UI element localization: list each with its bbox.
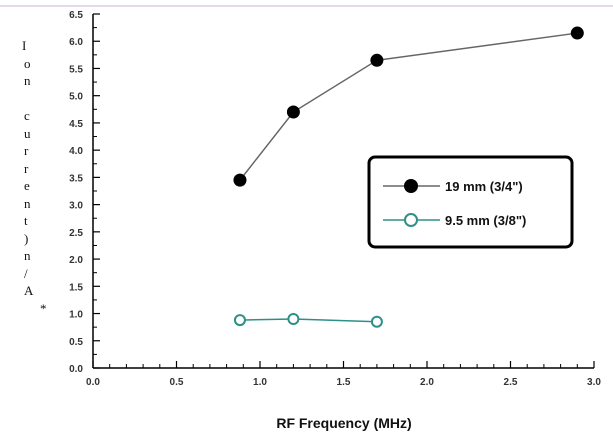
- legend-marker: [404, 179, 418, 193]
- y-axis-label-char: c: [24, 108, 30, 123]
- x-tick-label: 1.5: [337, 377, 351, 388]
- legend-label: 9.5 mm (3/8"): [445, 213, 526, 228]
- data-point: [370, 315, 383, 328]
- series-line-2: [239, 318, 377, 323]
- data-point: [570, 26, 584, 40]
- y-tick-label: 5.5: [69, 64, 83, 75]
- y-axis-label-char: e: [24, 178, 30, 193]
- legend: 19 mm (3/4") 9.5 mm (3/8"): [367, 155, 574, 249]
- y-tick-label: 4.0: [69, 146, 83, 157]
- x-tick-label: 1.0: [253, 377, 267, 388]
- y-axis-label-char: n: [24, 73, 31, 88]
- y-axis-label-char: r: [24, 160, 29, 176]
- y-axis-label-char: t: [24, 213, 28, 228]
- y-axis-label-char: o: [24, 55, 31, 71]
- x-tick-label: 2.5: [504, 377, 518, 388]
- y-axis-label-char: ): [24, 230, 29, 246]
- x-tick-label: 0.0: [86, 377, 100, 388]
- series-line-1: [239, 32, 578, 181]
- y-axis-label-char: /: [24, 265, 28, 281]
- y-tick-label: 0.0: [69, 364, 83, 375]
- data-point: [233, 173, 247, 187]
- legend-label: 19 mm (3/4"): [445, 179, 523, 194]
- y-axis-label-char: r: [24, 143, 29, 158]
- y-tick-label: 5.0: [69, 92, 83, 103]
- data-point: [287, 312, 300, 325]
- y-axis-label-char: n: [24, 248, 31, 263]
- legend-box: [367, 155, 574, 249]
- y-tick-label: 6.0: [69, 37, 83, 48]
- x-axis-label: RF Frequency (MHz): [276, 415, 411, 431]
- y-tick-label: 2.5: [69, 228, 83, 239]
- data-point: [233, 314, 246, 327]
- y-axis-label-char: u: [24, 125, 31, 141]
- y-tick-label: 2.0: [69, 255, 83, 266]
- y-tick-label: 3.0: [69, 201, 83, 212]
- top-border: [0, 5, 613, 7]
- y-tick-label: 0.5: [69, 337, 83, 348]
- series-layer: [233, 26, 584, 328]
- legend-marker: [404, 213, 418, 227]
- y-axis-label-char: *: [40, 300, 47, 316]
- y-tick-label: 6.5: [69, 10, 83, 21]
- y-axis-label-char: I: [22, 38, 27, 53]
- y-axis-label-char: A: [24, 283, 34, 298]
- y-tick-label: 1.5: [69, 282, 83, 293]
- axes: 0.0 0.5 1.0 1.5 2.0 2.5 3.0 3.5 4.0 4.5 5.0 5.5 6.0 6…: [69, 10, 601, 388]
- x-tick-label: 3.0: [587, 377, 601, 388]
- data-point: [286, 105, 300, 119]
- x-tick-label: 2.0: [420, 377, 434, 388]
- x-tick-label: 0.5: [170, 377, 184, 388]
- data-point: [370, 53, 384, 67]
- y-axis-label-char: n: [24, 195, 31, 211]
- y-tick-label: 1.0: [69, 310, 83, 321]
- y-tick-label: 4.5: [69, 119, 83, 130]
- y-tick-label: 3.5: [69, 173, 83, 184]
